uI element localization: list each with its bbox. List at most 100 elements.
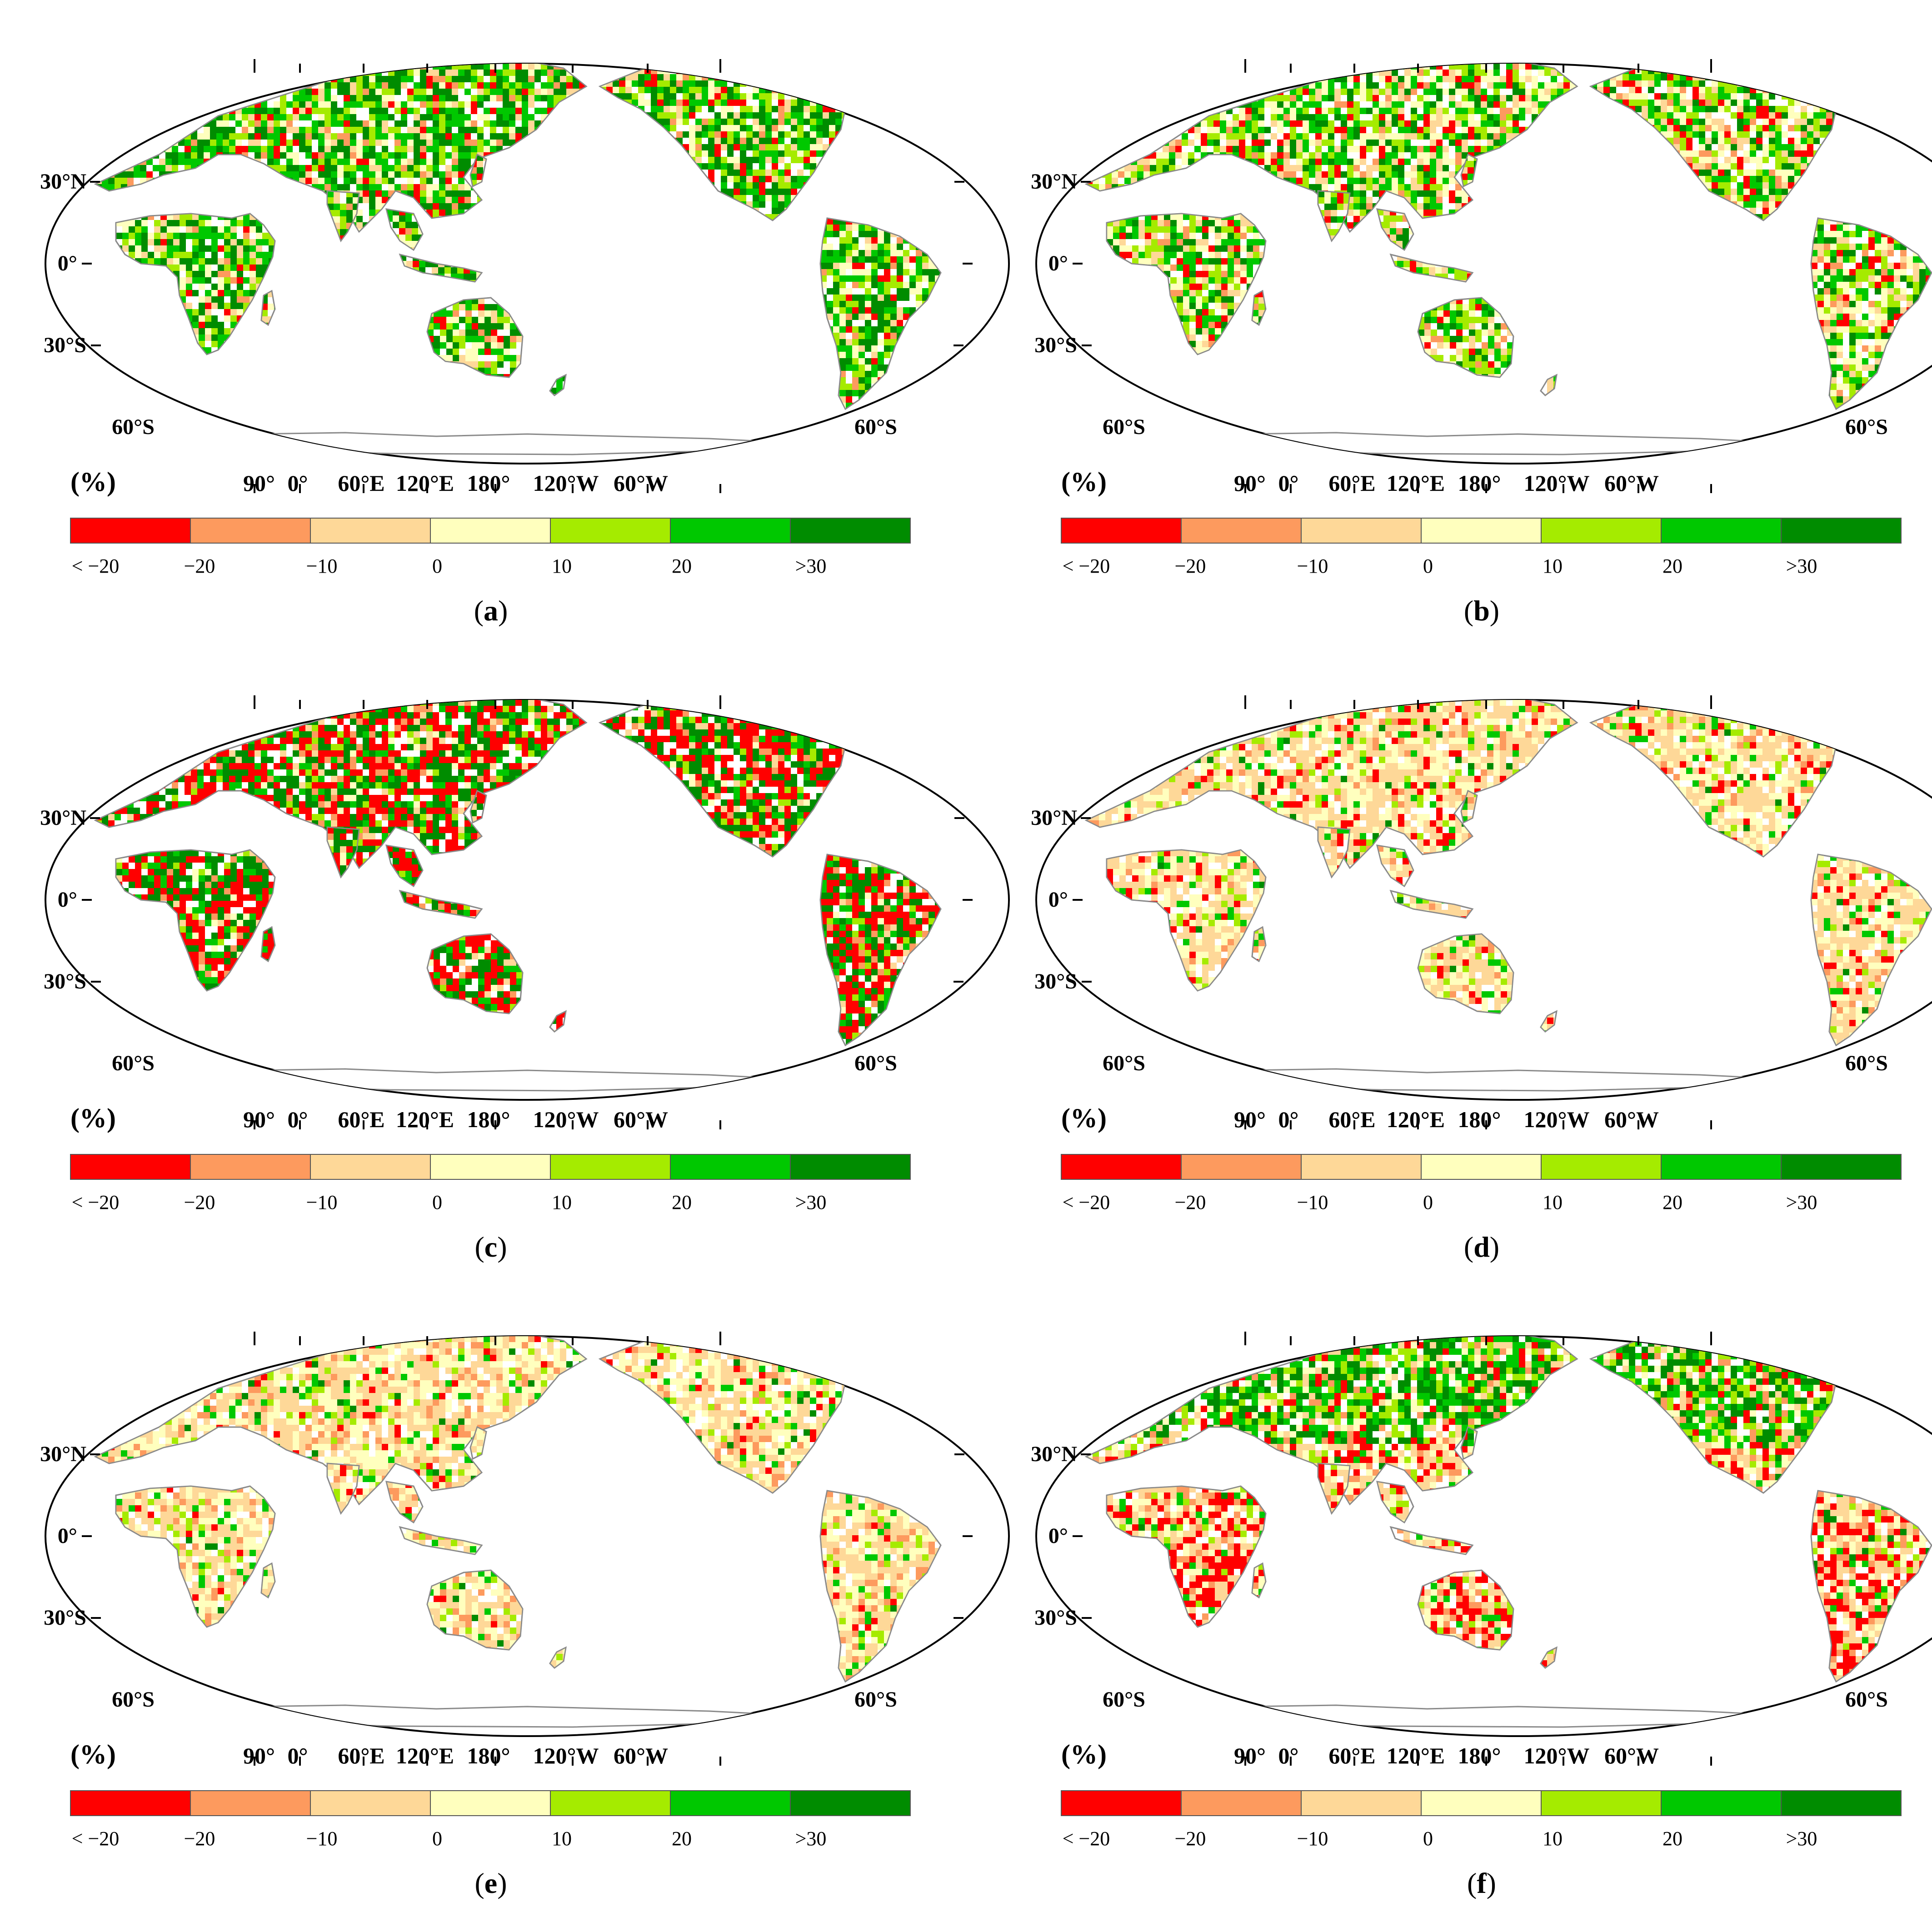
lon-label: 120°W bbox=[1524, 470, 1590, 496]
lon-label: 0° bbox=[1278, 1107, 1299, 1132]
lon-label: 120°W bbox=[1524, 1743, 1590, 1768]
legend-swatch-1 bbox=[1181, 1790, 1302, 1816]
legend-tick-label: < −20 bbox=[1063, 1191, 1110, 1213]
legend-tick-label: 10 bbox=[1543, 1191, 1563, 1213]
lat-label-30n: 30°N bbox=[1031, 1442, 1077, 1466]
legend-tick-label: 0 bbox=[432, 1191, 442, 1213]
greenland-outline bbox=[808, 700, 874, 714]
lon-label: 90° bbox=[243, 1107, 275, 1132]
legend-swatch-4 bbox=[1541, 518, 1662, 544]
lat-label-30n: 30°N bbox=[40, 806, 86, 830]
lon-label: 120°E bbox=[396, 1743, 454, 1768]
lon-label: 120°E bbox=[1387, 470, 1445, 496]
legend-tick-label: 10 bbox=[1543, 555, 1563, 577]
legend-tick-label: < −20 bbox=[1063, 555, 1110, 577]
lon-label: 180° bbox=[467, 470, 510, 496]
legend-tick-label: −10 bbox=[1297, 555, 1328, 577]
legend-swatch-0 bbox=[1061, 1790, 1182, 1816]
unit-label: (%) bbox=[1061, 467, 1107, 497]
legend-tick-label: 0 bbox=[1423, 555, 1433, 577]
legend-tick-label: 20 bbox=[672, 1191, 692, 1213]
greenland-outline bbox=[1798, 64, 1865, 78]
lat-label-30s: 30°S bbox=[1034, 969, 1077, 993]
legend-tick-label: 0 bbox=[1423, 1191, 1433, 1213]
lon-label: 0° bbox=[288, 470, 308, 496]
lat-label-60s-right: 60°S bbox=[854, 415, 897, 439]
legend-tick-label: 10 bbox=[552, 1827, 572, 1850]
legend-swatch-2 bbox=[1301, 1790, 1422, 1816]
panel-caption: (f) bbox=[1467, 1867, 1496, 1899]
panel-caption: (a) bbox=[474, 594, 508, 627]
lat-label-eq: 0° bbox=[1048, 888, 1068, 912]
lon-label: 120°W bbox=[533, 1743, 599, 1768]
legend-swatch-4 bbox=[550, 1790, 671, 1816]
legend-tick-label: −20 bbox=[184, 555, 215, 577]
legend-swatch-3 bbox=[430, 1790, 551, 1816]
panel-c: 30°N 0° 30°S 60°S 60°S (%) 90° 0° 60°E 120°E 180° 1… bbox=[40, 695, 1010, 1263]
lon-label: 180° bbox=[467, 1743, 510, 1768]
legend-tick-label: 20 bbox=[1662, 1191, 1682, 1213]
lat-label-60s-right: 60°S bbox=[1845, 1051, 1888, 1075]
legend-swatch-6 bbox=[790, 1790, 911, 1816]
legend-tick-label: 20 bbox=[1662, 555, 1682, 577]
legend-swatch-5 bbox=[1661, 518, 1782, 544]
lat-label-eq: 0° bbox=[1048, 251, 1068, 275]
lon-label: 0° bbox=[288, 1743, 308, 1768]
panel-caption: (d) bbox=[1464, 1231, 1499, 1263]
lat-label-30s: 30°S bbox=[44, 969, 86, 993]
legend-tick-label: 20 bbox=[672, 1827, 692, 1850]
unit-label: (%) bbox=[70, 1103, 116, 1133]
legend-tick-label: >30 bbox=[1786, 555, 1817, 577]
legend-swatch-0 bbox=[70, 1790, 191, 1816]
lon-label: 120°E bbox=[1387, 1743, 1445, 1768]
legend-tick-label: −10 bbox=[306, 1827, 338, 1850]
lon-label: 0° bbox=[288, 1107, 308, 1132]
lon-label: 60°E bbox=[1328, 1107, 1375, 1132]
lat-label-60s-left: 60°S bbox=[112, 415, 155, 439]
lat-label-eq: 0° bbox=[58, 888, 77, 912]
legend-swatch-5 bbox=[670, 1790, 791, 1816]
legend-tick-label: >30 bbox=[795, 1191, 827, 1213]
lon-label: 120°W bbox=[533, 1107, 599, 1132]
lat-label-60s-right: 60°S bbox=[1845, 1687, 1888, 1712]
panel-d: 30°N 0° 30°S 60°S 60°S (%) 90° 0° 60°E 120°E 180° 1… bbox=[1031, 695, 1932, 1263]
lat-label-30s: 30°S bbox=[44, 333, 86, 357]
lat-label-30n: 30°N bbox=[1031, 806, 1077, 830]
legend-tick-label: −10 bbox=[306, 555, 338, 577]
lat-label-30s: 30°S bbox=[1034, 1606, 1077, 1630]
panel-caption: (b) bbox=[1464, 594, 1499, 627]
lat-label-60s-left: 60°S bbox=[112, 1051, 155, 1075]
lon-label: 180° bbox=[1458, 470, 1501, 496]
legend-swatch-0 bbox=[70, 518, 191, 544]
legend-tick-label: < −20 bbox=[72, 1191, 120, 1213]
legend-swatch-5 bbox=[670, 518, 791, 544]
legend-swatch-3 bbox=[1421, 1790, 1542, 1816]
panel-e: 30°N 0° 30°S 60°S 60°S (%) 90° 0° 60°E 120°E 180° 1… bbox=[40, 1332, 1010, 1899]
legend-tick-label: −10 bbox=[1297, 1191, 1328, 1213]
lon-label: 60°W bbox=[614, 470, 668, 496]
legend-swatch-4 bbox=[1541, 1790, 1662, 1816]
lat-label-60s-right: 60°S bbox=[1845, 415, 1888, 439]
legend-swatch-1 bbox=[1181, 1154, 1302, 1180]
legend-tick-label: 10 bbox=[552, 555, 572, 577]
unit-label: (%) bbox=[1061, 1739, 1107, 1769]
legend-tick-label: < −20 bbox=[72, 1827, 120, 1850]
lat-label-60s-left: 60°S bbox=[1103, 1687, 1145, 1712]
lat-label-60s-right: 60°S bbox=[854, 1687, 897, 1712]
lon-label: 90° bbox=[243, 470, 275, 496]
lon-label: 60°W bbox=[614, 1107, 668, 1132]
legend-swatch-2 bbox=[1301, 1154, 1422, 1180]
legend-swatch-3 bbox=[1421, 1154, 1542, 1180]
legend-swatch-3 bbox=[430, 518, 551, 544]
legend-swatch-6 bbox=[1781, 1790, 1902, 1816]
legend-swatch-5 bbox=[1661, 1790, 1782, 1816]
legend-swatch-6 bbox=[1781, 1154, 1902, 1180]
lon-label: 120°E bbox=[396, 1107, 454, 1132]
greenland-outline bbox=[808, 64, 874, 78]
legend-tick-label: < −20 bbox=[1063, 1827, 1110, 1850]
legend-tick-label: −20 bbox=[1175, 1827, 1206, 1850]
lon-label: 120°E bbox=[396, 470, 454, 496]
panel-caption: (c) bbox=[474, 1231, 507, 1263]
legend-swatch-1 bbox=[190, 518, 311, 544]
lon-label: 60°E bbox=[338, 1743, 384, 1768]
